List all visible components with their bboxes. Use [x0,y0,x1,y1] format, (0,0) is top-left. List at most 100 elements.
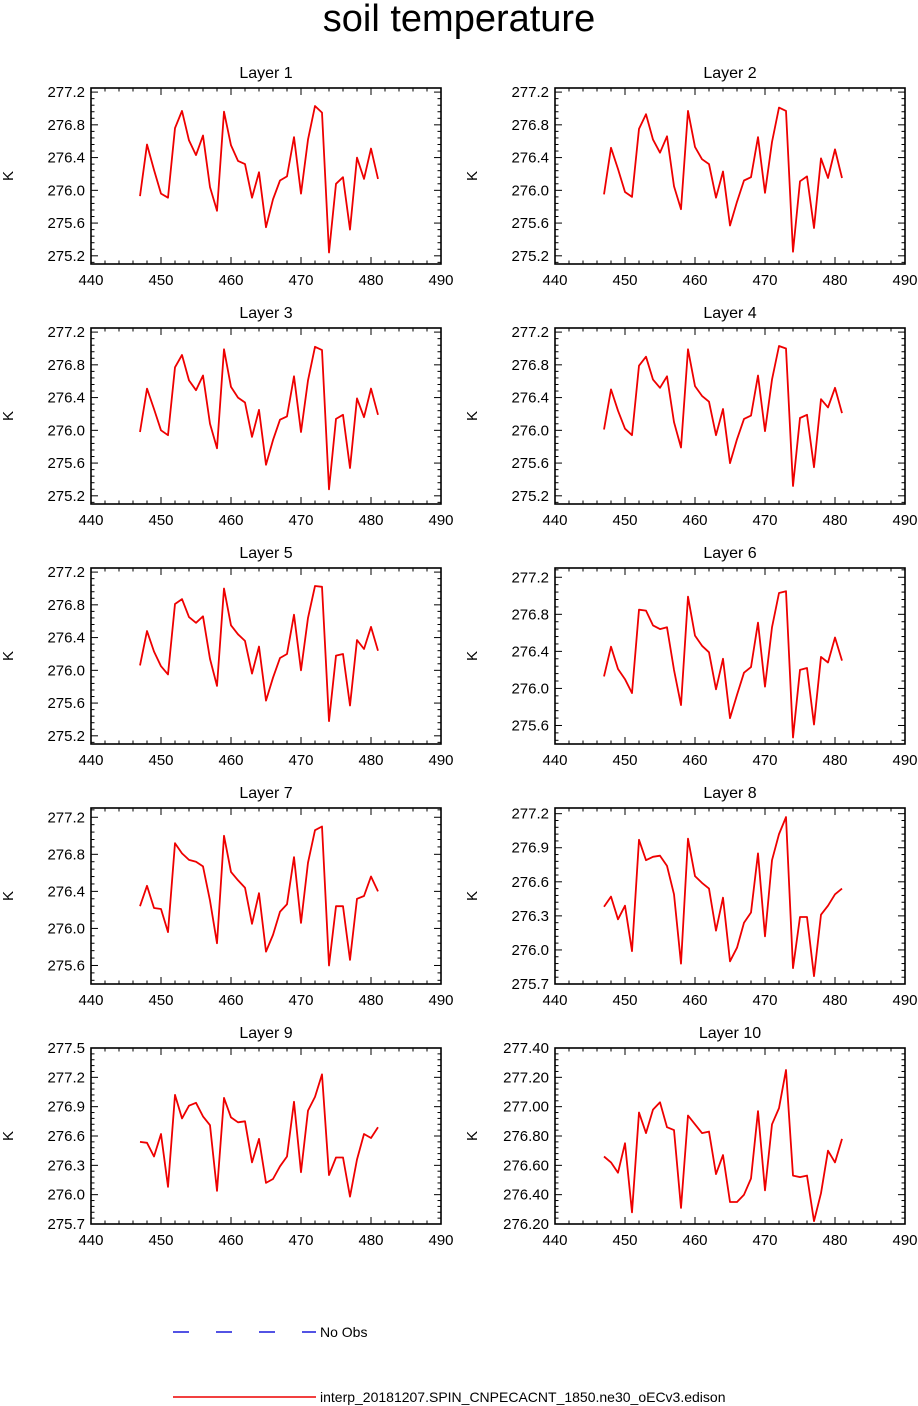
x-tick-label: 490 [428,512,453,529]
x-tick-label: 470 [752,272,777,289]
y-tick-label: 277.2 [47,1069,85,1086]
y-tick-label: 276.8 [47,117,85,134]
y-axis-label: K [464,1131,481,1141]
y-tick-label: 276.4 [511,643,549,660]
y-axis-label: K [464,171,481,181]
x-tick-label: 490 [428,1232,453,1249]
panel-title: Layer 7 [239,785,292,802]
x-tick-label: 450 [612,992,637,1009]
y-tick-label: 276.9 [511,840,549,857]
panel-layer-8: Layer 8 K 440 450 460 470 480 490 275.7 276.0 276.… [464,785,918,1009]
y-tick-label: 276.0 [47,422,85,439]
y-tick-label: 276.40 [503,1187,549,1204]
panel-layer-4: Layer 4 K 440 450 460 470 480 490 275.2 275.6 276.… [464,305,918,529]
figure-title: soil temperature [323,0,595,40]
x-tick-label: 480 [822,272,847,289]
x-tick-label: 490 [892,272,917,289]
x-tick-label: 490 [428,272,453,289]
y-axis-label: K [0,891,17,901]
x-tick-label: 460 [682,512,707,529]
panel-layer-5: Layer 5 K 440 450 460 470 480 490 275.2 275.6 276.… [0,545,454,769]
x-tick-label: 450 [148,272,173,289]
y-tick-label: 276.60 [503,1157,549,1174]
y-tick-label: 277.2 [47,324,85,341]
y-tick-label: 276.4 [511,150,549,167]
x-tick-label: 450 [612,1232,637,1249]
y-tick-label: 276.4 [47,630,85,647]
x-tick-label: 480 [822,1232,847,1249]
panel-title: Layer 3 [239,305,292,322]
panel-title: Layer 8 [703,785,756,802]
x-tick-label: 460 [682,752,707,769]
y-axis-label: K [0,651,17,661]
panel-title: Layer 4 [703,305,756,322]
y-tick-label: 275.2 [47,248,85,265]
x-tick-label: 480 [358,512,383,529]
x-tick-label: 440 [78,1232,103,1249]
x-tick-label: 440 [542,992,567,1009]
panel-title: Layer 6 [703,545,756,562]
series-line [139,825,379,967]
y-tick-label: 275.6 [511,455,549,472]
panel-layer-10: Layer 10 K 440 450 460 470 480 490 276.20 276.40 2… [464,1025,918,1249]
x-tick-label: 450 [148,752,173,769]
x-tick-label: 450 [612,512,637,529]
plot-frame [554,567,906,745]
y-tick-label: 275.6 [511,215,549,232]
y-tick-label: 277.2 [47,809,85,826]
panel-title: Layer 2 [703,65,756,82]
x-tick-label: 490 [428,992,453,1009]
x-tick-label: 450 [148,1232,173,1249]
series-line [603,816,843,977]
y-tick-label: 276.80 [503,1128,549,1145]
x-tick-label: 470 [288,752,313,769]
y-axis-label: K [0,1131,17,1141]
x-tick-label: 440 [542,272,567,289]
y-tick-label: 275.7 [511,976,549,993]
x-tick-label: 490 [892,992,917,1009]
y-tick-label: 276.3 [511,908,549,925]
panel-title: Layer 1 [239,65,292,82]
y-tick-label: 276.8 [47,597,85,614]
plot-frame [90,1047,442,1225]
y-tick-label: 275.6 [47,215,85,232]
x-tick-label: 440 [78,752,103,769]
panel-layer-7: Layer 7 K 440 450 460 470 480 490 275.6 276.0 276.… [0,785,454,1009]
y-tick-label: 276.8 [511,357,549,374]
x-tick-label: 460 [218,272,243,289]
x-tick-label: 470 [288,272,313,289]
panel-title: Layer 5 [239,545,292,562]
x-tick-label: 470 [288,1232,313,1249]
y-tick-label: 276.3 [47,1157,85,1174]
x-tick-label: 470 [288,512,313,529]
plot-frame [90,87,442,265]
y-tick-label: 276.6 [511,874,549,891]
series-line [603,590,843,739]
y-axis-label: K [464,411,481,421]
series-line [139,345,379,491]
x-tick-label: 440 [78,272,103,289]
x-tick-label: 470 [752,512,777,529]
y-tick-label: 276.6 [47,1128,85,1145]
y-tick-label: 276.20 [503,1216,549,1233]
y-tick-label: 276.9 [47,1099,85,1116]
x-tick-label: 450 [612,272,637,289]
x-tick-label: 460 [218,992,243,1009]
y-tick-label: 276.0 [47,920,85,937]
plot-frame [554,807,906,985]
panels: Layer 1 K 440 450 460 470 480 490 275.2 275.6 276.… [0,65,918,1249]
y-tick-label: 277.20 [503,1069,549,1086]
x-tick-label: 490 [428,752,453,769]
y-tick-label: 276.0 [511,422,549,439]
y-tick-label: 277.2 [47,84,85,101]
x-tick-label: 460 [218,1232,243,1249]
x-tick-label: 490 [892,512,917,529]
x-tick-label: 470 [752,752,777,769]
x-tick-label: 450 [148,512,173,529]
x-tick-label: 470 [752,1232,777,1249]
x-tick-label: 440 [542,1232,567,1249]
y-tick-label: 277.2 [511,84,549,101]
x-tick-label: 450 [612,752,637,769]
panel-layer-1: Layer 1 K 440 450 460 470 480 490 275.2 275.6 276.… [0,65,454,289]
